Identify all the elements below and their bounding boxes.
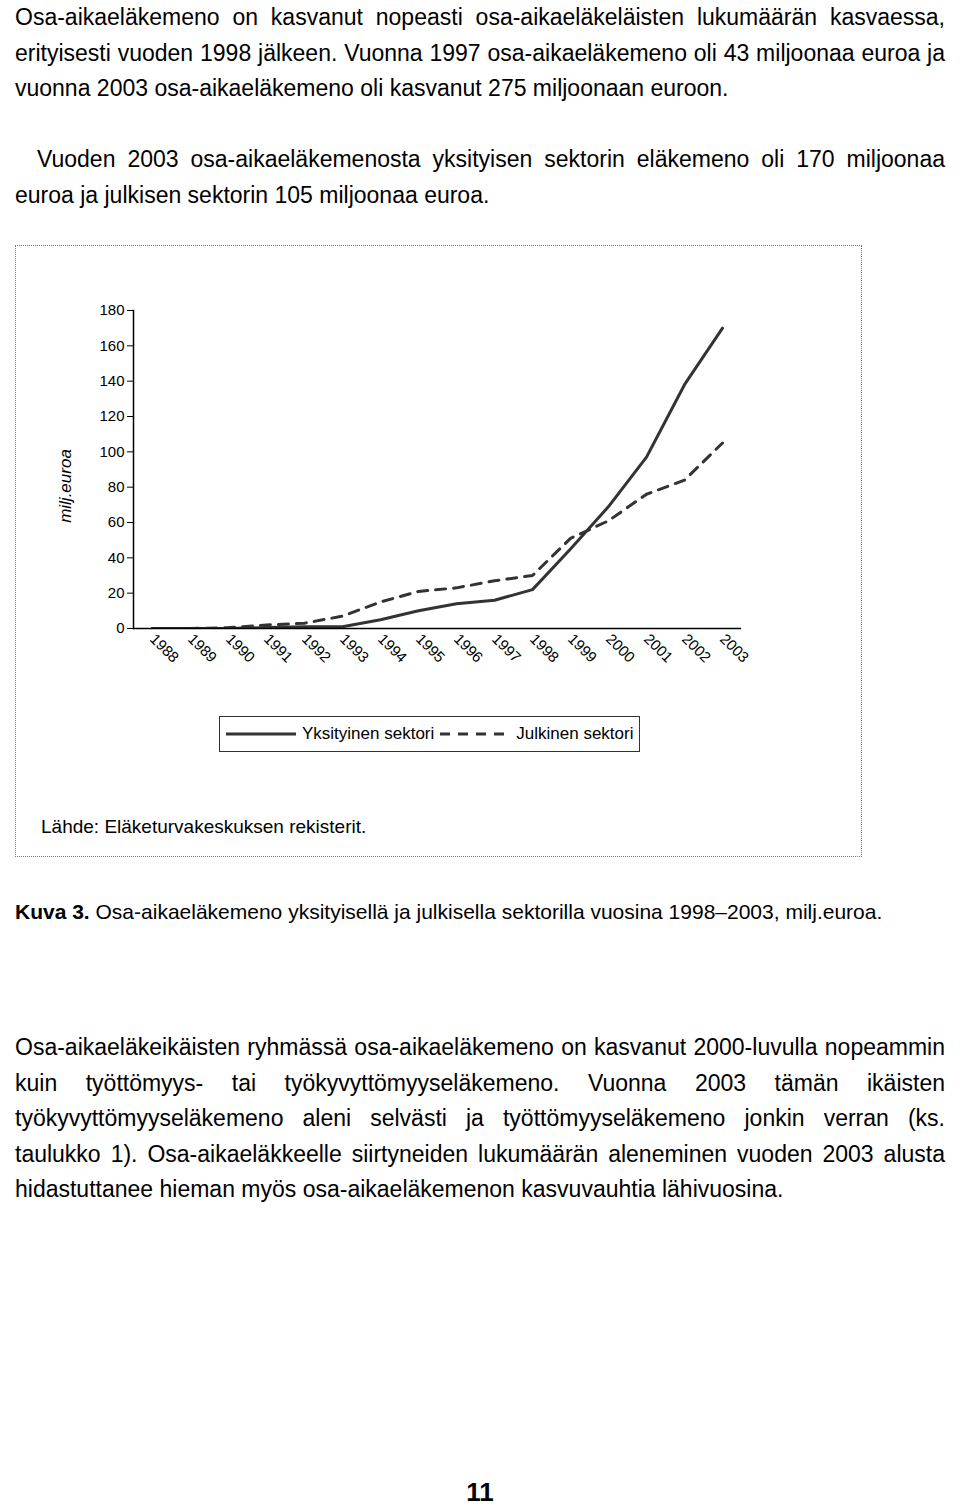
svg-text:1997: 1997 — [489, 630, 525, 666]
html-text:11: 11 — [466, 1477, 494, 1507]
html-text:Lähde: Eläketurvakeskuksen rek: Lähde: Eläketurvakeskuksen rekisterit. — [41, 816, 367, 837]
svg-text:1991: 1991 — [261, 630, 297, 666]
html-text:Julkinen sektori: Julkinen sektori — [516, 724, 634, 743]
svg-text:1995: 1995 — [413, 630, 449, 666]
svg-text:1996: 1996 — [451, 630, 487, 666]
svg-text:1992: 1992 — [299, 630, 335, 666]
svg-text:0: 0 — [116, 619, 124, 636]
svg-text:1998: 1998 — [527, 630, 563, 666]
svg-text:1990: 1990 — [223, 630, 259, 666]
svg-text:20: 20 — [108, 584, 125, 601]
svg-text:2000: 2000 — [603, 630, 639, 666]
svg-text:2001: 2001 — [641, 630, 677, 666]
svg-text:160: 160 — [99, 337, 124, 354]
html-text:Osa-aikaeläkemeno on kasvanut: Osa-aikaeläkemeno on kasvanut nopeasti o… — [15, 4, 945, 101]
html-text:Kuva 3. Osa-aikaeläkemeno yksi: Kuva 3. Osa-aikaeläkemeno yksityisellä j… — [15, 900, 883, 923]
svg-text:2003: 2003 — [717, 630, 753, 666]
svg-text:40: 40 — [108, 549, 125, 566]
svg-text:100: 100 — [99, 443, 124, 460]
svg-text:1989: 1989 — [185, 630, 221, 666]
svg-text:1999: 1999 — [565, 630, 601, 666]
svg-text:80: 80 — [108, 478, 125, 495]
svg-text:1988: 1988 — [147, 630, 183, 666]
svg-text:140: 140 — [99, 372, 124, 389]
html-text:Vuoden 2003 osa-aikaeläkemenos: Vuoden 2003 osa-aikaeläkemenosta yksityi… — [15, 146, 945, 208]
html-text:milj.euroa: milj.euroa — [56, 449, 75, 523]
svg-text:2002: 2002 — [679, 630, 715, 666]
html-text:Yksityinen sektori: Yksityinen sektori — [302, 724, 435, 743]
svg-text:120: 120 — [99, 407, 124, 424]
svg-text:180: 180 — [99, 301, 124, 318]
svg-text:1994: 1994 — [375, 630, 411, 666]
svg-text:60: 60 — [108, 513, 125, 530]
svg-text:1993: 1993 — [337, 630, 373, 666]
html-text:Osa-aikaeläkeikäisten ryhmässä: Osa-aikaeläkeikäisten ryhmässä osa-aikae… — [15, 1034, 945, 1202]
